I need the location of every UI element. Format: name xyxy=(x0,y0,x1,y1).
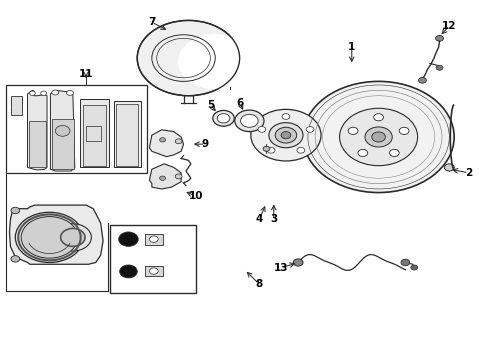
Circle shape xyxy=(435,65,442,70)
Circle shape xyxy=(137,21,239,96)
Circle shape xyxy=(357,149,367,157)
Polygon shape xyxy=(27,90,47,170)
Circle shape xyxy=(347,127,357,134)
Circle shape xyxy=(364,127,391,147)
Circle shape xyxy=(29,91,35,95)
Circle shape xyxy=(281,132,290,139)
Circle shape xyxy=(159,176,165,180)
Circle shape xyxy=(120,265,137,278)
Circle shape xyxy=(305,127,313,132)
Circle shape xyxy=(175,174,182,179)
Text: 8: 8 xyxy=(255,279,262,289)
Polygon shape xyxy=(50,90,75,171)
Circle shape xyxy=(149,236,158,242)
Text: 2: 2 xyxy=(464,168,471,178)
Circle shape xyxy=(11,207,20,214)
Circle shape xyxy=(250,109,321,161)
Text: 4: 4 xyxy=(255,215,262,224)
Circle shape xyxy=(54,224,91,251)
Bar xyxy=(80,99,109,167)
Circle shape xyxy=(444,164,453,171)
Circle shape xyxy=(234,110,264,132)
Bar xyxy=(110,225,195,293)
Circle shape xyxy=(41,91,46,95)
Circle shape xyxy=(296,147,304,153)
Circle shape xyxy=(55,126,70,136)
Polygon shape xyxy=(149,130,183,157)
Circle shape xyxy=(119,232,138,246)
Circle shape xyxy=(11,256,20,262)
Text: 5: 5 xyxy=(206,100,214,110)
Circle shape xyxy=(275,127,296,143)
Circle shape xyxy=(178,35,251,89)
Bar xyxy=(144,266,163,276)
Bar xyxy=(29,121,45,167)
Circle shape xyxy=(240,114,258,127)
Circle shape xyxy=(435,36,443,41)
Circle shape xyxy=(293,259,303,266)
Polygon shape xyxy=(9,205,103,264)
Circle shape xyxy=(339,108,417,166)
Circle shape xyxy=(257,127,265,132)
Circle shape xyxy=(418,77,426,83)
Bar xyxy=(11,96,22,116)
Circle shape xyxy=(159,138,165,142)
Bar xyxy=(86,126,101,140)
Circle shape xyxy=(61,228,85,246)
Bar xyxy=(116,104,138,166)
Text: 6: 6 xyxy=(236,98,243,108)
Circle shape xyxy=(52,90,59,95)
Circle shape xyxy=(371,132,385,142)
Circle shape xyxy=(398,127,408,134)
Circle shape xyxy=(373,114,383,121)
Circle shape xyxy=(303,81,453,193)
Circle shape xyxy=(410,265,417,270)
Bar xyxy=(114,101,141,167)
Text: 12: 12 xyxy=(441,21,456,31)
Text: 11: 11 xyxy=(79,69,93,79)
Text: 9: 9 xyxy=(202,139,209,149)
Circle shape xyxy=(282,114,289,120)
Circle shape xyxy=(266,147,274,153)
Circle shape xyxy=(217,114,229,123)
Circle shape xyxy=(400,259,409,266)
Circle shape xyxy=(15,212,83,262)
Bar xyxy=(82,105,106,166)
Text: 1: 1 xyxy=(347,42,355,52)
Bar xyxy=(5,85,147,173)
Circle shape xyxy=(388,149,398,157)
Circle shape xyxy=(212,111,234,126)
Text: 10: 10 xyxy=(188,191,203,201)
Circle shape xyxy=(263,146,269,151)
Circle shape xyxy=(21,217,78,258)
Circle shape xyxy=(66,90,73,95)
Text: 13: 13 xyxy=(273,263,288,273)
Text: 3: 3 xyxy=(269,215,277,224)
Bar xyxy=(144,234,163,244)
Bar xyxy=(52,119,74,169)
Circle shape xyxy=(149,268,158,274)
Text: 7: 7 xyxy=(148,17,155,27)
Polygon shape xyxy=(149,164,181,189)
Circle shape xyxy=(268,123,303,148)
Circle shape xyxy=(175,139,182,144)
